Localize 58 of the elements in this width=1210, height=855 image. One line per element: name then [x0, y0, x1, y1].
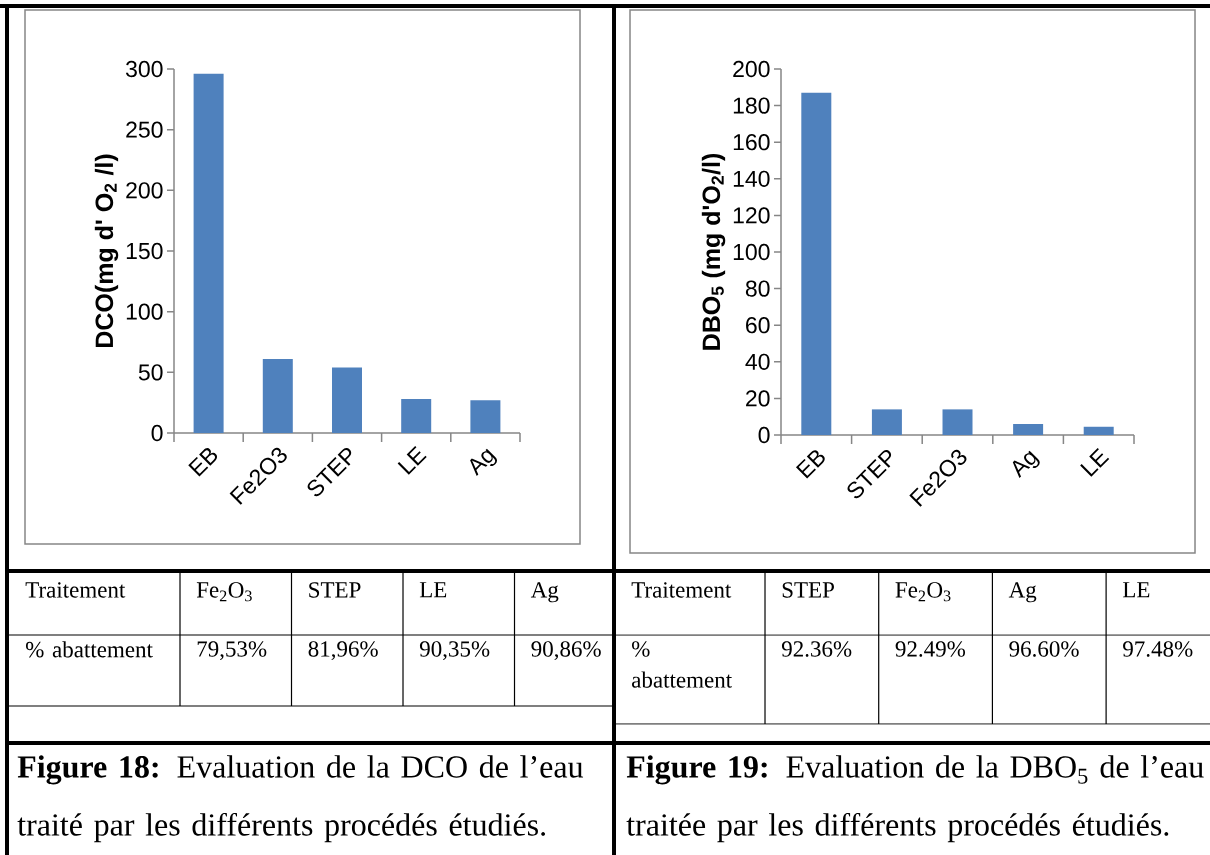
bar — [871, 409, 902, 435]
text: Ag — [530, 582, 559, 603]
text: Traitement — [25, 582, 126, 598]
text: Ag — [1008, 582, 1037, 603]
x-tick-label: EB — [188, 448, 218, 477]
y-tick-label: 100 — [126, 303, 163, 320]
y-tick-label: 0 — [758, 426, 770, 444]
text: 90,35% — [419, 641, 490, 661]
text: 96.60% — [1009, 641, 1079, 657]
text: 92.49% — [895, 641, 966, 657]
y-tick-label: 120 — [733, 207, 770, 224]
y-tick-label: 250 — [126, 121, 163, 138]
bar — [262, 358, 293, 433]
y-tick-label: 140 — [733, 170, 770, 187]
bar — [401, 399, 432, 433]
y-axis-title: DCO(mg d' O$_{2}$ /l) — [94, 154, 119, 347]
text: 81,96% — [308, 641, 378, 661]
y-tick-label: 40 — [745, 353, 770, 370]
bar — [332, 367, 362, 433]
bar — [1083, 426, 1114, 435]
text: LE — [419, 582, 447, 598]
x-tick-label: Ag — [1012, 450, 1040, 479]
y-tick-label: 100 — [733, 243, 770, 261]
text: 97.48% — [1123, 641, 1193, 657]
text: STEP — [309, 582, 361, 598]
text: 79,53% — [197, 641, 267, 661]
x-tick-label: EB — [795, 450, 825, 479]
text: Traitement — [631, 582, 732, 598]
y-tick-label: 200 — [733, 60, 770, 78]
text: LE — [1122, 582, 1150, 598]
y-axis-title: DBO$_{5}$ (mg d'O$_{2}$/l) — [701, 153, 726, 350]
x-tick-label: LE — [397, 446, 427, 475]
bar — [942, 409, 973, 435]
text: 92.36% — [781, 641, 852, 657]
y-tick-label: 200 — [126, 182, 163, 199]
text: % abattement — [631, 641, 732, 688]
text: Figure 18: Evaluation de la DCO de l’eau traité par les différents procédés étudiés. — [17, 755, 584, 843]
bar — [193, 73, 224, 433]
bar — [801, 92, 832, 435]
text: Figure 19: Evaluation de la DBO$_{5}$ de l’eau traitée par les différents procédés étudiés. — [626, 755, 1204, 843]
y-tick-label: 300 — [125, 60, 163, 78]
text: Fe$_{2}$O$_{3}$ — [895, 582, 951, 602]
x-tick-label: Ag — [470, 448, 498, 477]
text: STEP — [782, 582, 834, 598]
y-tick-label: 20 — [746, 390, 770, 407]
bar — [470, 400, 501, 433]
y-tick-label: 150 — [126, 242, 163, 260]
text: Fe$_{2}$O$_{3}$ — [196, 582, 252, 602]
y-tick-label: 180 — [733, 97, 770, 114]
y-tick-label: 160 — [733, 134, 770, 151]
text: 90,86% — [531, 641, 601, 661]
y-tick-label: 50 — [138, 364, 163, 381]
bar — [1013, 424, 1044, 435]
x-tick-label: LE — [1080, 448, 1110, 477]
y-tick-label: 80 — [745, 280, 770, 297]
text: % abattement — [25, 641, 153, 658]
y-tick-label: 0 — [151, 424, 163, 442]
y-tick-label: 60 — [746, 317, 770, 334]
